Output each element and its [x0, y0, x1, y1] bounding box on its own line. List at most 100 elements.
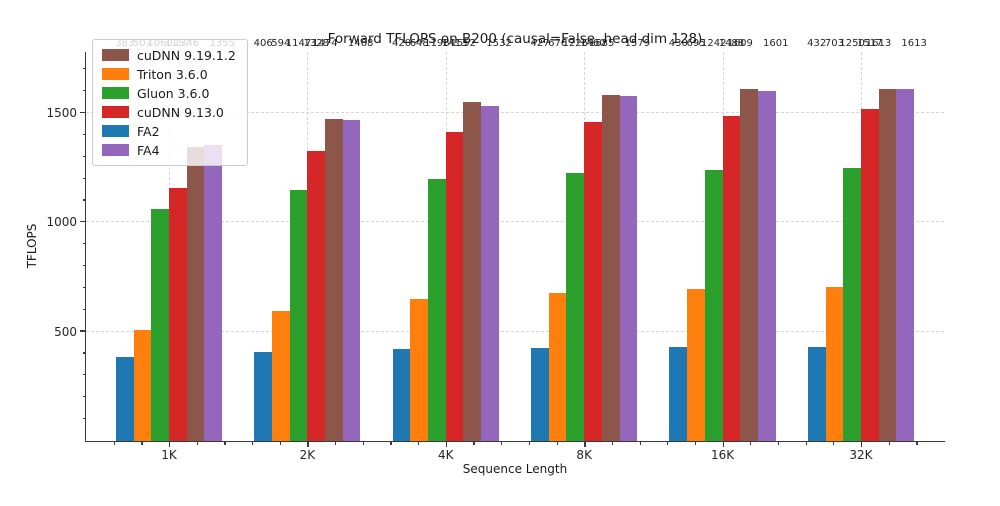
- bar-fa2: [254, 352, 272, 441]
- bar-value-label: 1413: [441, 38, 468, 49]
- bar-wrap: 1613: [866, 38, 897, 441]
- gridline-horizontal: [86, 112, 944, 114]
- x-tick-minor: [113, 441, 115, 445]
- bar-fa2: [807, 346, 826, 441]
- y-tick-major: [80, 111, 86, 114]
- x-tick-major: [445, 441, 448, 447]
- legend-label: Gluon 3.6.0: [137, 85, 210, 101]
- bar-triton-3-6-0: [133, 330, 152, 441]
- y-tick-minor: [82, 374, 86, 376]
- bar-value-label: 676: [548, 38, 568, 49]
- bar-wrap: 1579: [619, 38, 650, 441]
- legend-item: cuDNN 9.13.0: [102, 104, 236, 120]
- bar-wrap: 430: [669, 38, 688, 441]
- bar-value-label: 1226: [562, 38, 589, 49]
- chart-title: Forward TFLOPS on B200 (causal=False, he…: [327, 31, 703, 47]
- bar-group-32K: 432 703 1250 1517 1613 1613: [807, 38, 927, 441]
- x-tick-minor: [335, 441, 337, 445]
- bar-value-label: 1460: [580, 38, 606, 49]
- y-axis-label: TFLOPS: [25, 223, 39, 269]
- bar-value-label: 427: [530, 38, 550, 49]
- bar-value-label: 406: [253, 38, 273, 49]
- bar-value-label: 1468: [347, 38, 374, 49]
- y-tick-minor: [82, 155, 86, 157]
- bar-wrap: 1147: [286, 38, 311, 441]
- x-tick-minor: [639, 441, 641, 445]
- gridline-horizontal: [86, 330, 944, 332]
- x-tick-label: 16K: [711, 448, 735, 462]
- bar-value-label: 1532: [486, 38, 512, 49]
- bar-wrap: 1532: [481, 38, 512, 441]
- legend-swatch-icon: [102, 144, 129, 156]
- legend-label: FA2: [137, 123, 160, 139]
- bar-cudnn-9-19-1-2: [878, 88, 897, 441]
- bar-wrap: 1517: [857, 38, 882, 441]
- x-tick-major: [169, 441, 171, 447]
- bar-value-label: 1552: [450, 38, 477, 49]
- legend-item: cuDNN 9.19.1.2: [102, 47, 236, 63]
- x-tick-minor: [667, 441, 669, 445]
- bar-value-label: 1488: [718, 38, 745, 49]
- legend-swatch-icon: [102, 49, 129, 61]
- x-tick-label: 2K: [299, 448, 316, 462]
- y-tick-minor: [82, 90, 86, 92]
- bar-wrap: 695: [686, 38, 706, 441]
- bar-triton-3-6-0: [687, 289, 705, 441]
- x-tick-label: 8K: [576, 448, 592, 462]
- legend-swatch-icon: [102, 106, 129, 118]
- bar-cudnn-9-13-0: [445, 132, 464, 441]
- y-tick-minor: [82, 286, 86, 289]
- bar-cudnn-9-13-0: [169, 188, 187, 441]
- legend-label: Triton 3.6.0: [137, 66, 208, 82]
- bar-cudnn-9-19-1-2: [186, 146, 205, 441]
- y-tick-minor: [82, 264, 86, 267]
- bar-cudnn-9-13-0: [860, 109, 879, 441]
- x-tick-minor: [279, 441, 281, 445]
- y-tick-minor: [82, 243, 86, 245]
- bar-value-label: 703: [824, 38, 844, 49]
- bar-wrap: 676: [548, 38, 567, 441]
- bar-value-label: 1147: [285, 38, 312, 49]
- y-tick-minor: [82, 199, 86, 201]
- bar-cudnn-9-19-1-2: [740, 89, 758, 441]
- bar-wrap: 1601: [757, 38, 788, 441]
- x-tick-major: [584, 441, 586, 447]
- x-axis-spine: [85, 440, 945, 442]
- bar-wrap: 1328: [303, 38, 329, 441]
- x-tick-minor: [528, 441, 531, 445]
- bar-fa4: [896, 88, 914, 441]
- bar-value-label: 1613: [865, 38, 892, 49]
- x-tick-minor: [888, 441, 890, 445]
- x-tick-minor: [362, 441, 364, 445]
- x-tick-minor: [750, 441, 752, 445]
- bar-triton-3-6-0: [825, 287, 844, 441]
- bar-triton-3-6-0: [410, 299, 429, 441]
- bar-wrap: 1609: [727, 38, 758, 441]
- bar-cudnn-9-13-0: [584, 121, 602, 441]
- x-tick-minor: [141, 441, 143, 445]
- x-tick-minor: [196, 441, 198, 445]
- bar-wrap: 1552: [451, 38, 482, 441]
- y-tick-minor: [82, 396, 86, 398]
- bar-wrap: 1242: [701, 38, 726, 441]
- x-tick-label: 32K: [849, 448, 873, 462]
- x-tick-minor: [833, 441, 835, 445]
- bar-value-label: 430: [668, 38, 688, 49]
- bar-gluon-3-6-0: [704, 169, 723, 441]
- legend-item: Triton 3.6.0: [102, 66, 236, 82]
- x-tick-minor: [556, 441, 558, 445]
- bar-value-label: 1579: [624, 38, 651, 49]
- bar-value-label: 1585: [588, 38, 615, 49]
- legend-item: Gluon 3.6.0: [102, 85, 236, 101]
- bar-fa4: [204, 144, 223, 441]
- bar-wrap: 1468: [342, 38, 373, 441]
- bar-fa2: [115, 357, 134, 441]
- bar-wrap: 1226: [563, 38, 588, 441]
- bar-fa4: [342, 120, 361, 441]
- x-tick-label: 1K: [161, 448, 177, 462]
- legend-swatch-icon: [102, 68, 129, 80]
- bar-group-4K: 420 648 1198 1413 1552 1532: [392, 38, 512, 441]
- legend-label: cuDNN 9.19.1.2: [137, 47, 236, 63]
- bar-value-label: 1250: [839, 38, 865, 49]
